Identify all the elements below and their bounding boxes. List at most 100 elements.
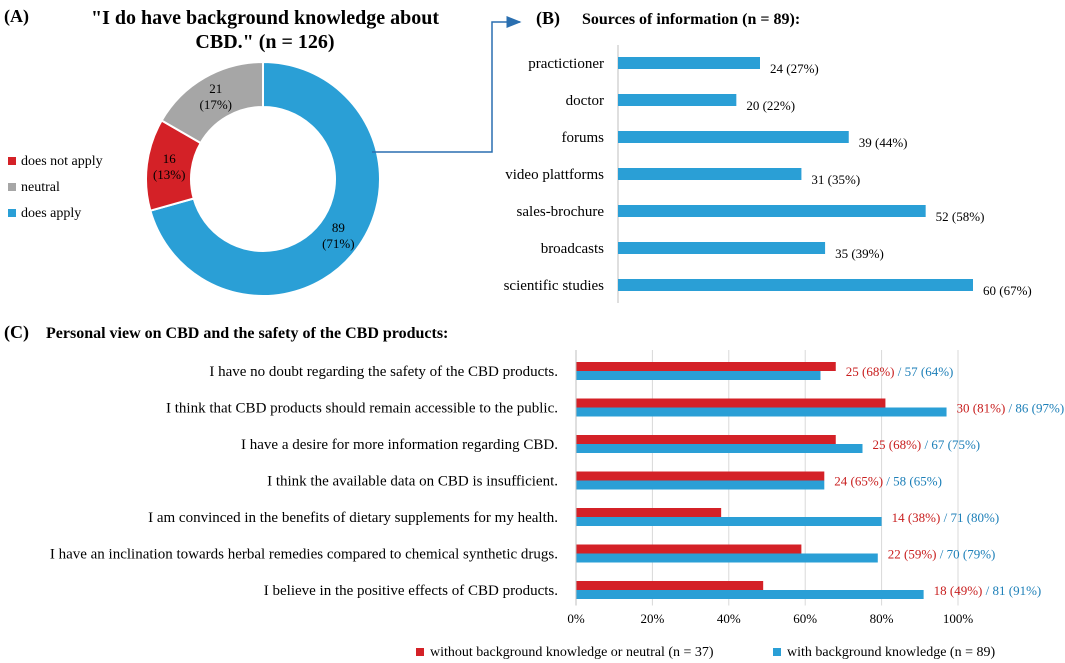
bar-with-knowledge: [576, 517, 882, 526]
value-separator: /: [921, 437, 931, 452]
panel-b-label: (B): [536, 8, 560, 29]
bar: [618, 94, 737, 106]
value-label-without: 14 (38%): [892, 510, 941, 525]
donut-chart: 89(71%) 16(13%) 21(17%): [145, 60, 381, 297]
x-tick-label: 100%: [943, 611, 974, 626]
category-label: scientific studies: [504, 278, 605, 294]
bar: [618, 205, 926, 217]
personal-view-bar-chart: 0% 20% 40% 60% 80% 100% I have no doubt regard…: [50, 350, 1064, 626]
legend-swatch: [8, 157, 16, 165]
group-value-labels: 30 (81%) / 86 (97%): [957, 401, 1065, 416]
value-label-with: 86 (97%): [1015, 401, 1064, 416]
legend-label: does not apply: [21, 154, 103, 169]
bar-without-knowledge: [576, 362, 836, 371]
group-value-labels: 25 (68%) / 57 (64%): [846, 364, 954, 379]
legend-swatch: [416, 648, 424, 656]
bar-with-knowledge: [576, 553, 878, 563]
group-value-labels: 22 (59%) / 70 (79%): [888, 547, 996, 562]
group-value-labels: 24 (65%) / 58 (65%): [834, 474, 942, 489]
bar-value-label: 20 (22%): [746, 98, 795, 113]
bar-with-knowledge: [576, 480, 825, 490]
category-label: practictioner: [528, 56, 604, 72]
panel-c-title: Personal view on CBD and the safety of t…: [46, 325, 448, 342]
slice-count-label: 21: [209, 81, 222, 96]
value-separator: /: [940, 510, 950, 525]
category-label: broadcasts: [541, 241, 604, 257]
personal-view-legend: without background knowledge or neutral …: [416, 645, 995, 660]
value-label-with: 67 (75%): [931, 437, 980, 452]
slice-pct-label: (13%): [153, 167, 186, 182]
statement-label: I am convinced in the benefits of dietar…: [148, 510, 558, 526]
slice-count-label: 89: [332, 220, 345, 235]
x-tick-label: 0%: [567, 611, 585, 626]
value-separator: /: [895, 364, 905, 379]
value-separator: /: [883, 474, 893, 489]
slice-pct-label: (17%): [200, 97, 233, 112]
legend-label: neutral: [21, 180, 60, 195]
bar-without-knowledge: [576, 471, 825, 481]
panel-a-title-line1: "I do have background knowledge about: [91, 7, 439, 29]
value-label-with: 70 (79%): [947, 547, 996, 562]
donut-slice: [160, 60, 264, 145]
category-label: doctor: [566, 93, 604, 109]
legend-label: with background knowledge (n = 89): [787, 645, 995, 660]
bar-without-knowledge: [576, 508, 722, 517]
value-label-without: 30 (81%): [957, 401, 1006, 416]
value-separator: /: [982, 583, 992, 598]
value-label-with: 58 (65%): [893, 474, 942, 489]
legend-swatch: [8, 183, 16, 191]
statement-label: I think the available data on CBD is ins…: [267, 474, 558, 490]
legend-label: without background knowledge or neutral …: [430, 645, 714, 660]
bar-with-knowledge: [576, 407, 947, 417]
value-label-with: 81 (91%): [992, 583, 1041, 598]
category-label: video plattforms: [505, 167, 604, 183]
bar-value-label: 39 (44%): [859, 135, 908, 150]
panel-c-label: (C): [4, 322, 29, 343]
group-value-labels: 14 (38%) / 71 (80%): [892, 510, 1000, 525]
bar-without-knowledge: [576, 544, 802, 554]
connector-arrow: [372, 16, 522, 153]
value-label-with: 71 (80%): [950, 510, 999, 525]
value-label-without: 25 (68%): [873, 437, 922, 452]
statement-label: I have a desire for more information reg…: [241, 437, 558, 453]
x-tick-label: 40%: [717, 611, 741, 626]
bar-value-label: 35 (39%): [835, 246, 884, 261]
bar-without-knowledge: [576, 398, 886, 408]
bar-without-knowledge: [576, 435, 836, 444]
x-tick-label: 80%: [870, 611, 894, 626]
group-value-labels: 25 (68%) / 67 (75%): [873, 437, 981, 452]
bar-with-knowledge: [576, 371, 821, 380]
statement-label: I believe in the positive effects of CBD…: [264, 583, 558, 599]
slice-pct-label: (71%): [322, 236, 355, 251]
category-label: sales-brochure: [517, 204, 605, 220]
slice-count-label: 16: [163, 151, 177, 166]
x-tick-label: 20%: [640, 611, 664, 626]
sources-bar-chart: practictioner 24 (27%) doctor 20 (22%) forum…: [504, 45, 1032, 303]
statement-label: I have an inclination towards herbal rem…: [50, 547, 558, 563]
bar-without-knowledge: [576, 581, 764, 590]
x-tick-label: 60%: [793, 611, 817, 626]
statement-label: I have no doubt regarding the safety of …: [209, 364, 558, 380]
panel-a-label: (A): [4, 6, 29, 27]
value-label-without: 24 (65%): [834, 474, 883, 489]
bar-with-knowledge: [576, 444, 863, 453]
value-separator: /: [937, 547, 947, 562]
bar: [618, 242, 826, 254]
bar-value-label: 60 (67%): [983, 283, 1032, 298]
group-value-labels: 18 (49%) / 81 (91%): [934, 583, 1042, 598]
donut-slice: [149, 60, 381, 297]
bar: [618, 57, 760, 69]
bar: [618, 131, 849, 143]
legend-label: does apply: [21, 206, 81, 221]
category-label: forums: [562, 130, 605, 146]
bar-value-label: 31 (35%): [811, 172, 860, 187]
value-label-without: 22 (59%): [888, 547, 937, 562]
bar: [618, 168, 802, 180]
statement-label: I think that CBD products should remain …: [166, 401, 558, 417]
bar-value-label: 52 (58%): [936, 209, 985, 224]
value-label-without: 25 (68%): [846, 364, 895, 379]
value-label-without: 18 (49%): [934, 583, 983, 598]
donut-legend: does not apply neutral does apply: [8, 154, 103, 221]
legend-swatch: [773, 648, 781, 656]
